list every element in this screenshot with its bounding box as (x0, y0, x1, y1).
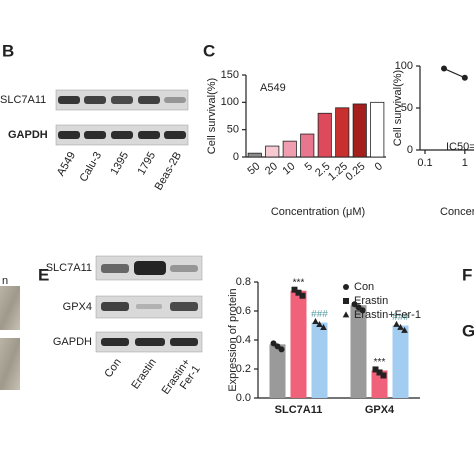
lane-label: Calu-3 (78, 150, 105, 184)
data-point (393, 320, 400, 327)
data-point (291, 286, 298, 293)
data-point (299, 292, 306, 299)
data-point (372, 366, 379, 373)
x-axis-label: Concentration (μM) (271, 206, 365, 218)
bar (311, 322, 328, 398)
y-tick-label: 100 (395, 60, 413, 72)
y-tick-label: 150 (221, 69, 239, 81)
significance-label: *** (374, 357, 386, 368)
panel-label: E (38, 265, 49, 284)
data-point (295, 289, 302, 296)
legend-marker (342, 311, 350, 318)
blot-row-label: SLC7A11 (0, 94, 46, 106)
data-point (359, 307, 366, 314)
x-tick-label: GPX4 (365, 404, 395, 416)
x-tick-label: SLC7A11 (275, 404, 323, 416)
bar (317, 112, 332, 158)
lane-label: 1395 (108, 150, 131, 177)
x-tick-label: 0.25 (343, 160, 367, 183)
blot-bands (101, 261, 198, 346)
data-point (401, 326, 408, 333)
micrograph (0, 338, 20, 390)
significance-label: ### (392, 312, 409, 323)
curve (443, 67, 466, 79)
lane-label: Erastin (129, 357, 158, 392)
bar (290, 290, 307, 398)
data-point (278, 346, 285, 353)
legend-label: Erastin+Fer-1 (354, 309, 421, 321)
y-tick-label: 0.2 (236, 363, 251, 375)
y-tick-label: 50 (401, 102, 413, 114)
y-tick-label: 0 (233, 151, 239, 163)
bar (392, 325, 409, 398)
significance-label: *** (293, 277, 305, 288)
y-axis-label: Expression of protein (227, 288, 239, 391)
blot-row-label: GPX4 (63, 301, 92, 313)
data-point (376, 369, 383, 376)
bar (335, 107, 350, 158)
blot-bands (58, 96, 186, 139)
y-axis-label: Cell survival(%) (206, 78, 218, 154)
y-tick-label: 0.0 (236, 392, 251, 404)
cropped-text: n (2, 275, 8, 287)
blot-row-label: GAPDH (8, 129, 48, 141)
data-point (380, 372, 387, 379)
x-axis-label: Concen (440, 206, 474, 218)
micrograph (0, 286, 20, 330)
data-point (441, 65, 448, 72)
x-tick-label: 0 (373, 160, 385, 173)
data-point (316, 321, 323, 327)
legend-marker (343, 298, 349, 304)
y-axis-label: Cell survival(%) (392, 70, 404, 146)
legend-label: Con (354, 281, 374, 293)
y-tick-label: 0.8 (236, 276, 251, 288)
x-tick-label: 20 (263, 160, 280, 177)
significance-label: ### (311, 309, 328, 320)
bar (247, 152, 262, 158)
panel-label: G (462, 321, 474, 340)
blot-row-label: SLC7A11 (46, 262, 92, 274)
annotation: IC50= (446, 141, 474, 153)
blot-row-label: GAPDH (53, 336, 92, 348)
y-tick-label: 0 (407, 144, 413, 156)
bar (269, 344, 286, 398)
bar (352, 103, 367, 158)
data-point (461, 74, 468, 81)
bar (265, 145, 280, 158)
data-point (312, 318, 319, 324)
legend-marker (343, 284, 349, 290)
lane-label: 1795 (135, 150, 158, 177)
blot-strip (95, 295, 203, 319)
data-point (397, 323, 404, 330)
panel-label: B (2, 41, 14, 60)
bar (300, 133, 315, 158)
x-tick-label: 0.1 (417, 157, 432, 169)
bar (350, 305, 367, 398)
y-tick-label: 0.6 (236, 305, 251, 317)
x-tick-label: 50 (245, 160, 262, 177)
data-point (320, 324, 327, 330)
bar (282, 140, 297, 158)
x-tick-label: 10 (280, 160, 297, 177)
lane-label: Con (102, 357, 123, 380)
y-tick-label: 0.4 (236, 334, 251, 346)
legend-label: Erastin (354, 295, 388, 307)
lane-label: A549 (55, 150, 78, 178)
bar (370, 101, 385, 158)
panel-label: F (462, 265, 472, 284)
panel-label: C (203, 41, 215, 60)
y-tick-label: 100 (221, 96, 239, 108)
annotation: A549 (260, 82, 286, 94)
y-tick-label: 50 (227, 124, 239, 136)
x-tick-label: 1 (462, 157, 468, 169)
